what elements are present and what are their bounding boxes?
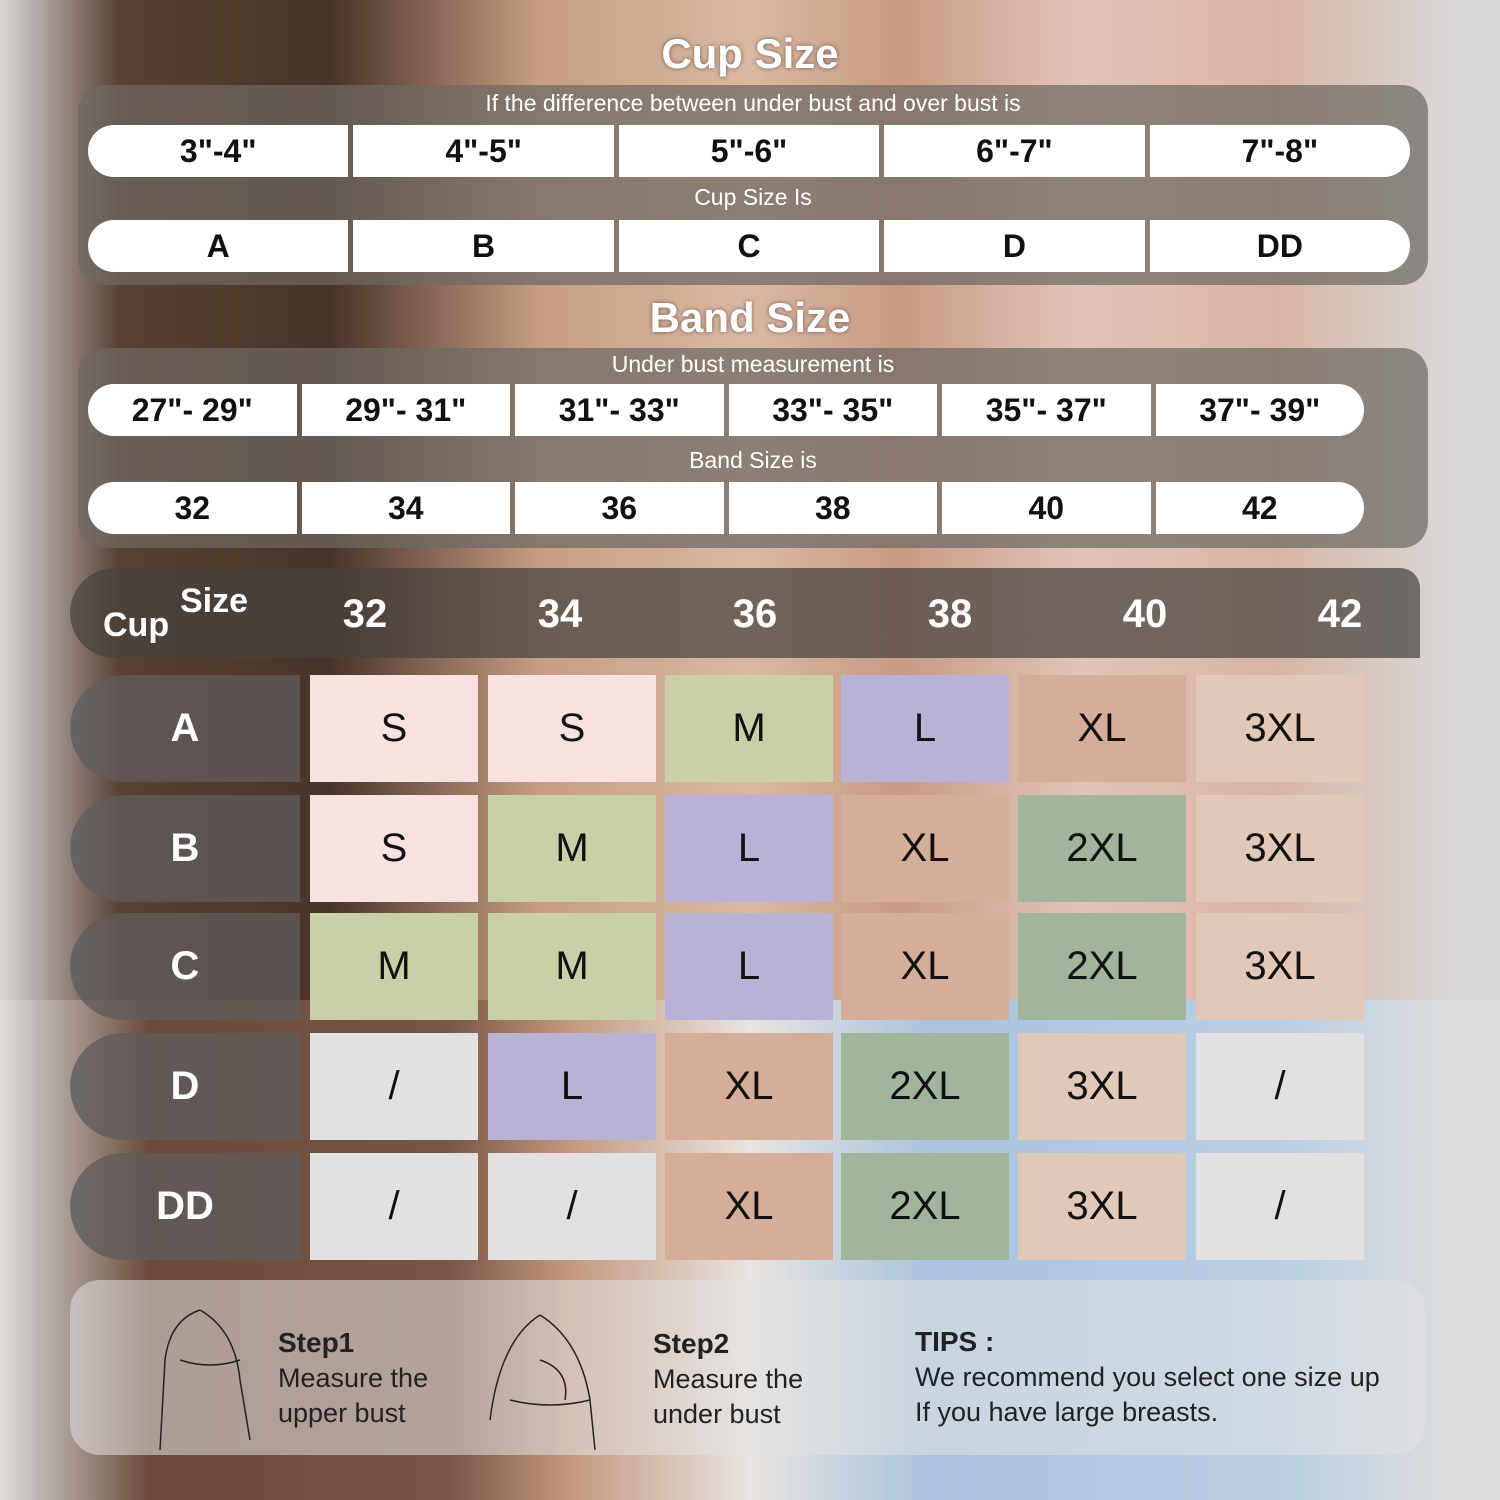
measurement-row: 27"- 29" 29"- 31" 31"- 33" 33"- 35" 35"- 37"… [88,384,1364,436]
step1: Step1 Measure the upper bust [278,1327,429,1428]
size-cell: M [310,913,478,1020]
band-cell: 34 [301,482,510,534]
size-cell: S [310,795,478,902]
measurement-cell: 33"- 35" [728,384,937,436]
cup-size-title: Cup Size [661,30,839,77]
size-cell: 2XL [1018,795,1186,902]
corner-cup-label: Cup [103,606,170,644]
band-size-panel: Under bust measurement is 27"- 29" 29"- 3… [78,348,1428,548]
difference-cell: 3"-4" [88,125,349,177]
cup-size-subtitle: If the difference between under bust and… [485,90,1021,116]
size-cell: / [310,1033,478,1140]
band-cell: 40 [942,482,1151,534]
band-result-label: Band Size is [689,447,817,473]
cup-row: A B C D DD [88,220,1410,272]
cup-cell: D [884,220,1145,272]
measurement-cell: 35"- 37" [942,384,1151,436]
cup-result-label: Cup Size Is [694,184,812,210]
size-cell: 2XL [1018,913,1186,1020]
column-header: 38 [927,592,973,636]
size-cell: 3XL [1018,1153,1186,1260]
column-header: 42 [1317,592,1363,636]
size-cell: XL [665,1033,833,1140]
size-cell: XL [841,913,1009,1020]
size-cell: XL [1018,675,1186,782]
difference-cell: 6"-7" [884,125,1145,177]
size-cell: S [310,675,478,782]
band-size-subtitle: Under bust measurement is [611,351,895,377]
row-header-cup: A [70,675,300,782]
measurement-cell: 31"- 33" [515,384,724,436]
size-cell: 3XL [1196,675,1364,782]
size-table-header: Cup Size 32 34 36 38 40 42 [70,568,1420,658]
band-size-title: Band Size [649,294,851,341]
cup-cell: C [618,220,880,272]
measure-under-bust-illustration [489,1314,596,1450]
band-cell: 42 [1155,482,1364,534]
step2: Step2 Measure the under bust [653,1328,804,1429]
size-cell: L [841,675,1009,782]
size-cell: / [1196,1033,1364,1140]
measurement-cell: 29"- 31" [301,384,510,436]
size-cell: XL [665,1153,833,1260]
difference-row: 3"-4" 4"-5" 5"-6" 6"-7" 7"-8" [88,125,1410,177]
row-header-cup: B [70,795,300,902]
column-header: 32 [342,592,388,636]
size-cell: / [310,1153,478,1260]
band-cell: 38 [728,482,937,534]
cup-cell: B [353,220,614,272]
corner-size-label: Size [180,582,249,620]
band-row: 32 34 36 38 40 42 [88,482,1364,534]
size-cell: M [488,795,656,902]
difference-cell: 4"-5" [353,125,614,177]
size-cell: L [665,795,833,902]
measure-upper-bust-illustration [159,1309,251,1450]
band-cell: 36 [515,482,724,534]
size-cell: / [1196,1153,1364,1260]
size-cell: L [665,913,833,1020]
size-cell: M [665,675,833,782]
tips: TIPS : We recommend you select one size … [915,1326,1380,1427]
size-cell: S [488,675,656,782]
size-cell: 3XL [1196,795,1364,902]
measurement-cell: 27"- 29" [88,384,297,436]
row-header-cup: C [70,913,300,1020]
size-cell: L [488,1033,656,1140]
column-header: 40 [1122,592,1168,636]
cup-cell: A [88,220,349,272]
size-cell: 2XL [841,1033,1009,1140]
difference-cell: 7"-8" [1149,125,1410,177]
column-header: 36 [732,592,778,636]
size-cell: 3XL [1018,1033,1186,1140]
column-header: 34 [537,592,583,636]
size-cell: M [488,913,656,1020]
size-cell: / [488,1153,656,1260]
cup-size-panel: If the difference between under bust and… [78,85,1428,285]
size-cell: XL [841,795,1009,902]
difference-cell: 5"-6" [618,125,880,177]
row-header-cup: DD [70,1153,300,1260]
cup-cell: DD [1149,220,1410,272]
row-header-cup: D [70,1033,300,1140]
band-cell: 32 [88,482,297,534]
size-cell: 2XL [841,1153,1009,1260]
size-cell: 3XL [1196,913,1364,1020]
measurement-cell: 37"- 39" [1155,384,1364,436]
instructions-panel: Step1 Measure the upper bust Step2 Measu… [70,1280,1425,1455]
